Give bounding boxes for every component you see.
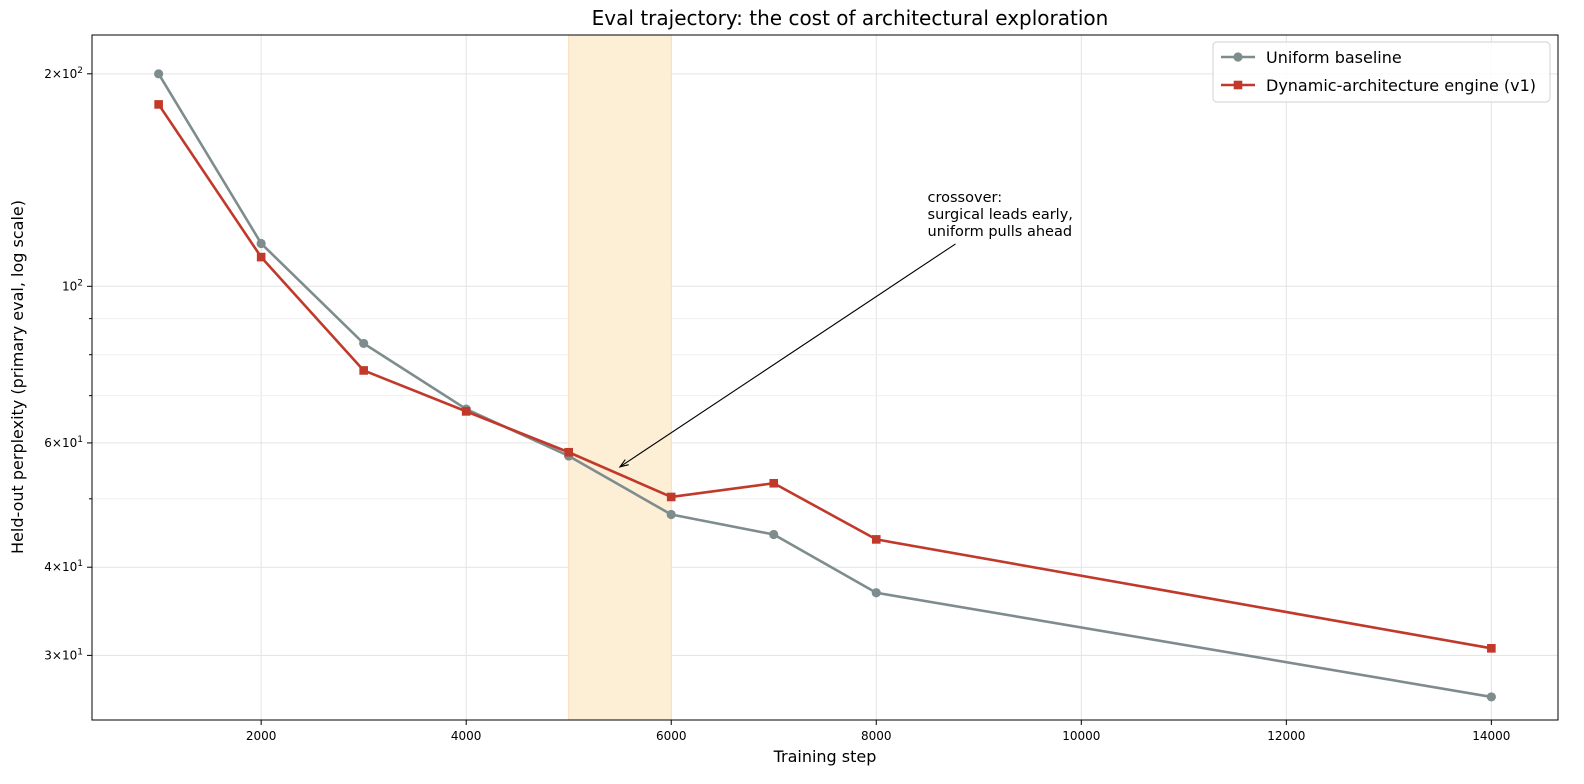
series-1	[154, 100, 1496, 653]
data-point	[1487, 644, 1496, 653]
y-tick-label: 3×101	[44, 647, 83, 662]
y-tick-label: 6×101	[44, 435, 83, 450]
x-tick-label: 8000	[861, 729, 892, 743]
series-0	[154, 69, 1496, 702]
data-point	[359, 338, 369, 349]
annotation-arrow	[619, 243, 956, 468]
data-point	[564, 447, 574, 457]
x-tick-label: 12000	[1267, 729, 1305, 743]
annotation-text: crossover: surgical leads early, uniform p…	[928, 190, 1073, 240]
axis-ticks: 2000 4000 6000 8000 10000 12000 14000 3×101 4×10…	[44, 66, 1510, 743]
data-point	[871, 588, 881, 598]
data-point	[666, 492, 676, 502]
data-point	[359, 366, 368, 375]
y-tick-label: 102	[62, 278, 83, 293]
grid	[92, 35, 1558, 720]
annotation: crossover: surgical leads early, uniform p…	[618, 190, 1073, 468]
x-axis-label: Training step	[773, 747, 877, 766]
chart-title: Eval trajectory: the cost of architectur…	[592, 6, 1109, 30]
legend-box	[1212, 41, 1551, 103]
data-point	[154, 100, 163, 109]
series-line	[157, 73, 1492, 699]
y-tick-label: 4×101	[44, 559, 83, 574]
data-point	[256, 238, 266, 249]
legend-label: Dynamic-architecture engine (v1)	[1266, 76, 1536, 95]
x-tick-label: 6000	[656, 729, 687, 743]
data-point	[256, 252, 266, 262]
legend: Uniform baseline Dynamic-architecture eng…	[1212, 41, 1551, 103]
x-tick-label: 4000	[451, 729, 482, 743]
legend-label: Uniform baseline	[1266, 48, 1402, 67]
x-tick-label: 14000	[1472, 729, 1510, 743]
legend-marker	[1233, 80, 1243, 90]
y-tick-label: 2×102	[44, 66, 83, 81]
x-tick-label: 2000	[246, 729, 277, 743]
y-axis-label: Held-out perplexity (primary eval, log s…	[8, 200, 27, 554]
x-tick-label: 10000	[1062, 729, 1100, 743]
data-point	[1486, 692, 1496, 702]
annotation-arrowhead	[618, 459, 629, 468]
data-point	[666, 509, 676, 520]
series	[154, 69, 1496, 702]
data-point	[769, 478, 779, 488]
data-point	[154, 69, 164, 79]
data-point	[461, 407, 471, 416]
legend-item: Uniform baseline	[1221, 48, 1402, 67]
data-point	[871, 535, 881, 544]
legend-marker	[1233, 52, 1243, 62]
data-point	[769, 529, 779, 540]
highlight-span	[568, 34, 672, 721]
plot-frame	[91, 34, 1559, 721]
legend-item: Dynamic-architecture engine (v1)	[1221, 76, 1536, 95]
